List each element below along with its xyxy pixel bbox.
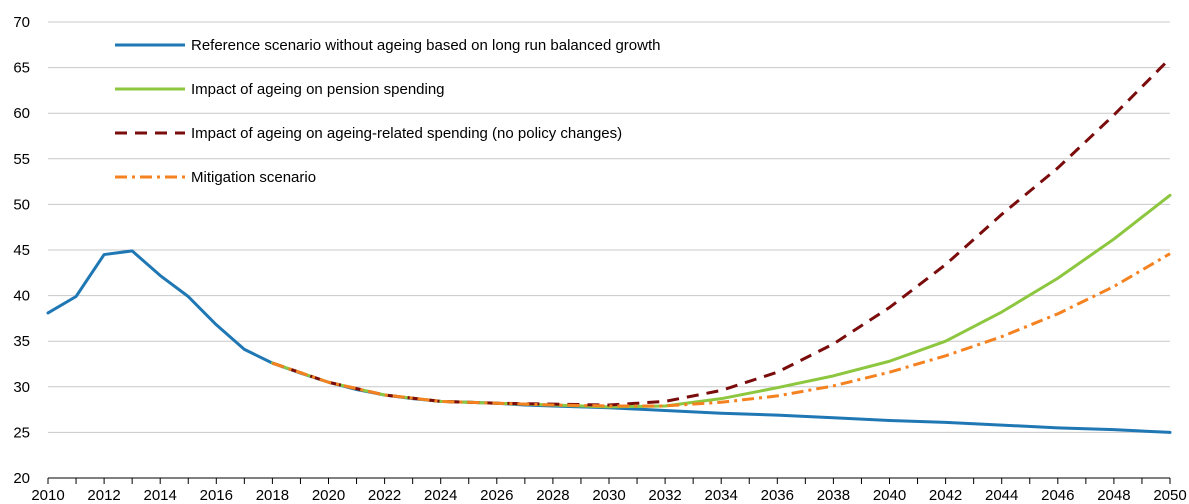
- y-tick-label: 40: [13, 288, 30, 305]
- x-tick-label: 2038: [817, 487, 850, 504]
- legend-label-2: Impact of ageing on pension spending: [191, 81, 445, 98]
- x-tick-label: 2040: [873, 487, 906, 504]
- y-tick-label: 55: [13, 151, 30, 168]
- x-tick-label: 2024: [424, 487, 457, 504]
- x-tick-label: 2018: [256, 487, 289, 504]
- y-tick-label: 35: [13, 333, 30, 350]
- x-tick-label: 2026: [480, 487, 513, 504]
- x-tick-label: 2022: [368, 487, 401, 504]
- y-tick-label: 20: [13, 470, 30, 487]
- legend-label-3: Impact of ageing on ageing-related spend…: [191, 125, 622, 142]
- x-tick-label: 2046: [1041, 487, 1074, 504]
- y-tick-label: 50: [13, 196, 30, 213]
- x-tick-label: 2034: [705, 487, 738, 504]
- x-tick-label: 2028: [536, 487, 569, 504]
- x-tick-label: 2044: [985, 487, 1018, 504]
- x-tick-label: 2048: [1097, 487, 1130, 504]
- x-tick-label: 2014: [144, 487, 177, 504]
- x-tick-label: 2042: [929, 487, 962, 504]
- series-line-2: [270, 193, 1172, 409]
- x-tick-label: 2010: [31, 487, 64, 504]
- x-tick-label: 2020: [312, 487, 345, 504]
- y-tick-label: 65: [13, 60, 30, 77]
- x-tick-label: 2050: [1153, 487, 1186, 504]
- series-line-4: [271, 252, 1171, 408]
- legend: Reference scenario without ageing based …: [115, 37, 660, 186]
- x-tick-label: 2012: [87, 487, 120, 504]
- series-lines: [46, 57, 1172, 434]
- x-tick-label: 2036: [761, 487, 794, 504]
- legend-label-1: Reference scenario without ageing based …: [191, 37, 660, 54]
- axes: 20 25 30 35 40 45 50 55 60 65 70 2010 2012 2014 2016 20…: [13, 14, 1186, 504]
- y-tick-label: 45: [13, 242, 30, 259]
- x-tick-label: 2016: [200, 487, 233, 504]
- legend-label-4: Mitigation scenario: [191, 169, 316, 186]
- x-tick-label: 2032: [648, 487, 681, 504]
- y-tick-label: 25: [13, 424, 30, 441]
- y-tick-label: 70: [13, 14, 30, 31]
- y-tick-label: 60: [13, 105, 30, 122]
- series-line-3: [271, 57, 1172, 407]
- y-tick-label: 30: [13, 379, 30, 396]
- x-tick-label: 2030: [592, 487, 625, 504]
